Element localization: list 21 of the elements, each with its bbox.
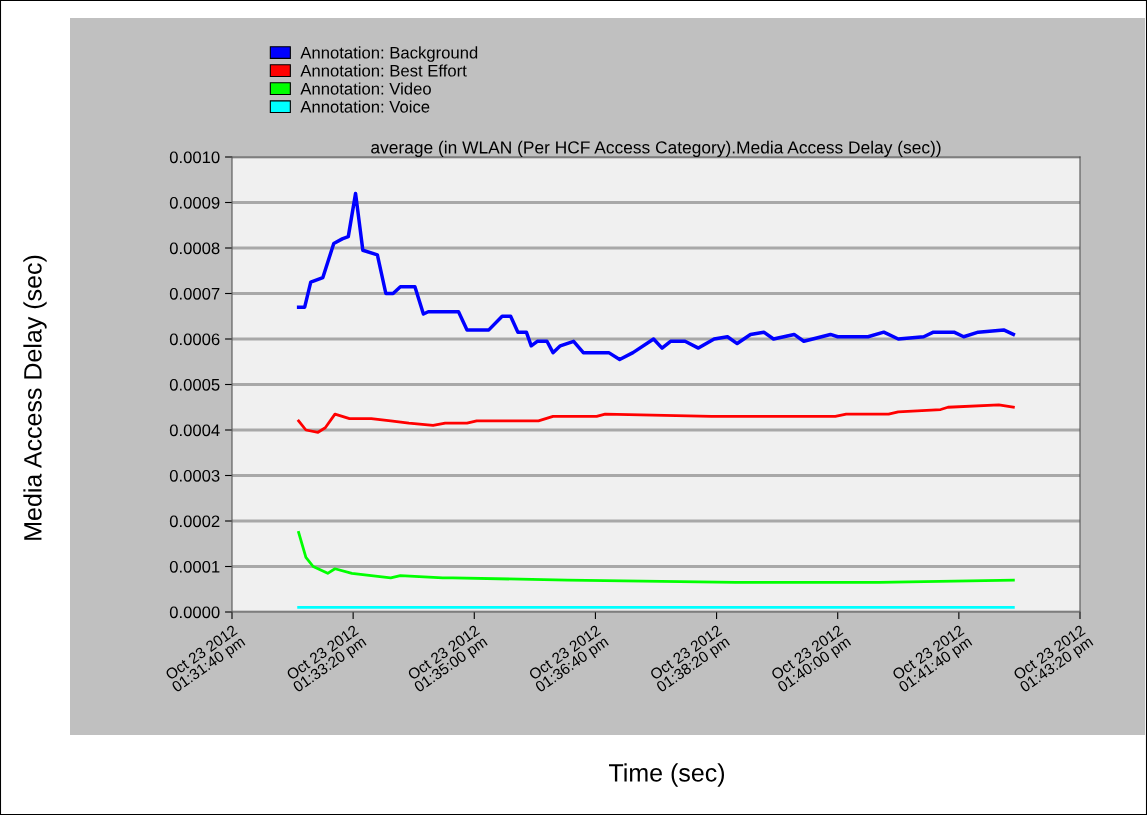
line-series [296, 191, 1016, 362]
y-tick-label: 0.0006 [169, 333, 220, 346]
line-series [297, 403, 1015, 434]
y-tick-label: 0.0010 [169, 151, 220, 164]
y-axis-title: Media Access Delay (sec) [23, 255, 47, 540]
y-tick-label: 0.0005 [169, 378, 220, 391]
y-tick-label: 0.0007 [169, 287, 220, 300]
y-tick-label: 0.0008 [169, 242, 220, 255]
legend-label: Annotation: Video [300, 82, 431, 95]
y-tick-label: 0.0002 [169, 515, 220, 528]
y-tick-label: 0.0003 [169, 469, 220, 482]
y-tick-label: 0.0000 [169, 606, 220, 619]
legend-label: Annotation: Background [300, 46, 478, 62]
y-tick-label: 0.0009 [169, 196, 220, 209]
y-tick-label: 0.0004 [169, 424, 220, 437]
legend-label: Annotation: Best Effort [300, 64, 467, 77]
legend-label: Annotation: Voice [300, 100, 430, 113]
x-axis-title: Time (sec) [609, 763, 725, 787]
y-tick-label: 0.0001 [169, 560, 220, 573]
chart-title: average (in WLAN (Per HCF Access Category).Media Access Delay (sec)) [371, 140, 941, 157]
line-series [297, 530, 1015, 584]
